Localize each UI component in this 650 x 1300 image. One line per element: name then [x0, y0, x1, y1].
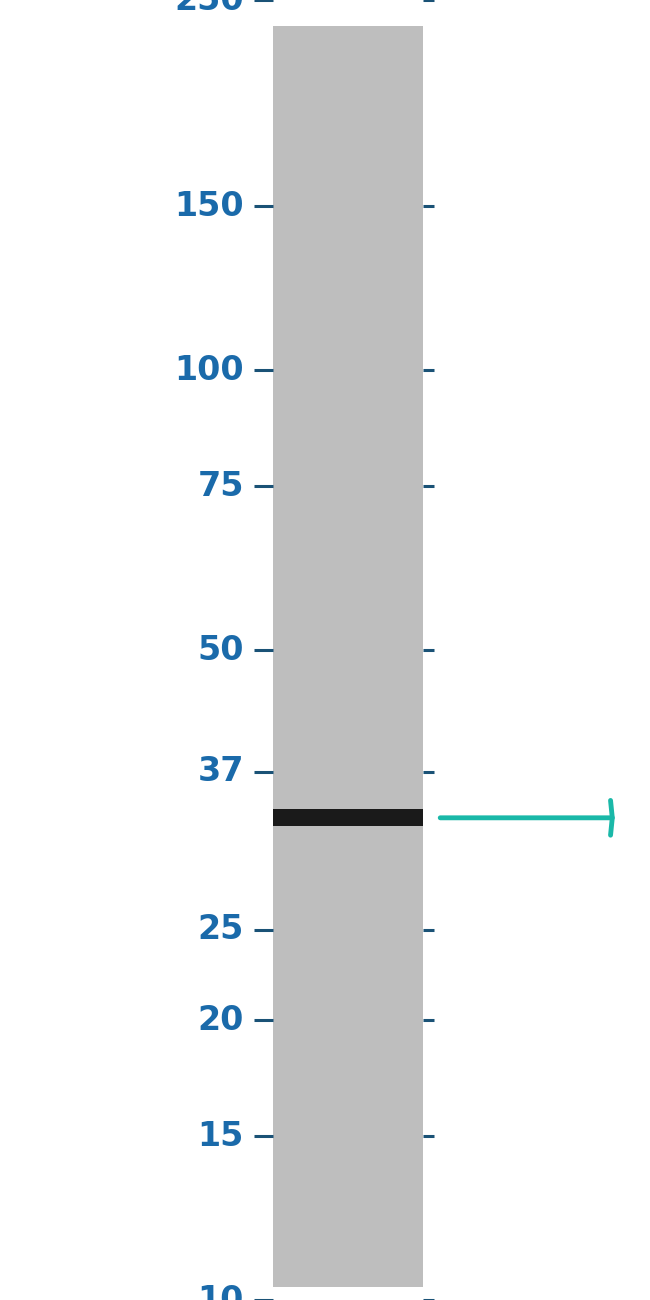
- Text: 50: 50: [197, 633, 244, 667]
- Text: 75: 75: [197, 469, 244, 503]
- Text: 100: 100: [174, 354, 244, 386]
- Text: 37: 37: [197, 755, 244, 788]
- Text: 15: 15: [198, 1119, 244, 1153]
- Text: 25: 25: [198, 914, 244, 946]
- Text: 250: 250: [174, 0, 244, 17]
- Text: 150: 150: [174, 190, 244, 222]
- Bar: [273, 26, 422, 1287]
- Text: 10: 10: [198, 1283, 244, 1300]
- Bar: [273, 810, 422, 827]
- Text: 20: 20: [198, 1004, 244, 1036]
